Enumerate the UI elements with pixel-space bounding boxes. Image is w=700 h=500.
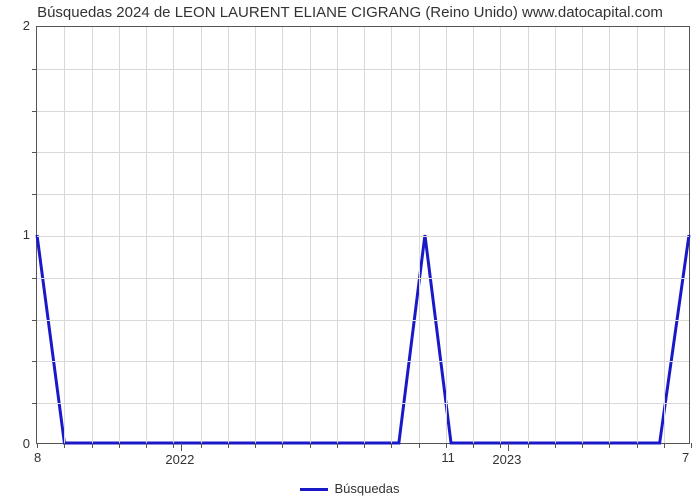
x-corner-label: 7 (682, 450, 689, 465)
y-minor-tick (32, 320, 37, 321)
grid-v (64, 27, 65, 443)
y-tick-label: 2 (14, 18, 30, 33)
x-minor-tick (255, 443, 256, 448)
grid-h-minor (37, 278, 689, 279)
grid-h-minor (37, 111, 689, 112)
x-minor-tick (555, 443, 556, 448)
legend-label: Búsquedas (334, 481, 399, 496)
grid-v (119, 27, 120, 443)
grid-v (609, 27, 610, 443)
x-minor-tick (173, 443, 174, 448)
x-minor-tick (337, 443, 338, 448)
y-minor-tick (32, 194, 37, 195)
x-corner-label: 8 (34, 450, 41, 465)
legend: Búsquedas (0, 481, 700, 496)
grid-v (173, 27, 174, 443)
y-minor-tick (32, 69, 37, 70)
x-minor-tick (664, 443, 665, 448)
x-minor-tick (92, 443, 93, 448)
grid-v (500, 27, 501, 443)
y-minor-tick (32, 278, 37, 279)
grid-v (92, 27, 93, 443)
chart-title: Búsquedas 2024 de LEON LAURENT ELIANE CI… (0, 4, 700, 21)
line-series (37, 27, 689, 443)
x-minor-tick (637, 443, 638, 448)
x-tick-label: 2022 (165, 452, 194, 467)
grid-h-minor (37, 403, 689, 404)
x-minor-tick (310, 443, 311, 448)
grid-v (664, 27, 665, 443)
y-minor-tick (32, 403, 37, 404)
x-minor-tick (528, 443, 529, 448)
grid-v (637, 27, 638, 443)
x-minor-tick (37, 443, 38, 448)
x-minor-tick (146, 443, 147, 448)
y-minor-tick (32, 111, 37, 112)
grid-h-minor (37, 361, 689, 362)
grid-v (282, 27, 283, 443)
y-minor-tick (32, 152, 37, 153)
x-minor-tick (691, 443, 692, 448)
x-corner-label: 11 (441, 450, 455, 465)
x-minor-tick (473, 443, 474, 448)
chart-container: Búsquedas 2024 de LEON LAURENT ELIANE CI… (0, 0, 700, 500)
x-minor-tick (609, 443, 610, 448)
plot-area (36, 26, 690, 444)
x-minor-tick (391, 443, 392, 448)
grid-v (446, 27, 447, 443)
grid-v (255, 27, 256, 443)
x-minor-tick (500, 443, 501, 448)
y-tick-label: 1 (14, 227, 30, 242)
x-minor-tick (446, 443, 447, 448)
grid-h-minor (37, 320, 689, 321)
x-major-tick (508, 443, 509, 451)
grid-v (528, 27, 529, 443)
y-tick-label: 0 (14, 436, 30, 451)
grid-v (146, 27, 147, 443)
grid-v (337, 27, 338, 443)
y-minor-tick (32, 361, 37, 362)
grid-v (364, 27, 365, 443)
grid-v (555, 27, 556, 443)
x-minor-tick (228, 443, 229, 448)
grid-v (391, 27, 392, 443)
grid-v (310, 27, 311, 443)
x-minor-tick (64, 443, 65, 448)
grid-h-minor (37, 152, 689, 153)
x-major-tick (181, 443, 182, 451)
grid-v (419, 27, 420, 443)
x-tick-label: 2023 (492, 452, 521, 467)
x-minor-tick (419, 443, 420, 448)
grid-h-minor (37, 69, 689, 70)
grid-v (582, 27, 583, 443)
legend-swatch (300, 488, 328, 491)
x-minor-tick (201, 443, 202, 448)
grid-h-minor (37, 194, 689, 195)
grid-h (37, 236, 689, 237)
series-line (37, 235, 689, 443)
grid-v (201, 27, 202, 443)
x-minor-tick (119, 443, 120, 448)
x-minor-tick (364, 443, 365, 448)
x-minor-tick (582, 443, 583, 448)
x-minor-tick (282, 443, 283, 448)
grid-v (228, 27, 229, 443)
grid-v (473, 27, 474, 443)
